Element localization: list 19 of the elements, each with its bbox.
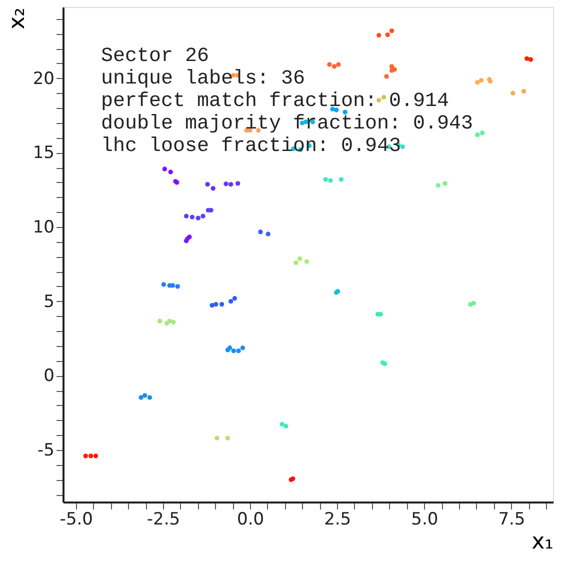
x-tick-label: 0.0 — [236, 510, 264, 530]
y-axis-title: x₂ — [4, 8, 30, 30]
annotation: lhc loose fraction: 0.943 — [101, 135, 402, 158]
annotation: double majority fraction: 0.943 — [101, 112, 474, 136]
x-tick-label: 5.0 — [411, 510, 438, 530]
y-tick-label: 0 — [44, 366, 54, 386]
annotation: Sector 26 — [101, 45, 210, 68]
y-tick-label: 10 — [32, 218, 54, 238]
annotation: perfect match fraction: 0.914 — [101, 90, 450, 113]
x-axis-title: x₁ — [532, 530, 554, 554]
x-tick-label: -5.0 — [60, 510, 93, 530]
x-tick-label: 2.5 — [324, 510, 352, 530]
annotation: unique labels: 36 — [101, 68, 306, 90]
y-tick-label: 5 — [44, 292, 54, 312]
x-tick-label: -2.5 — [146, 510, 180, 530]
y-tick-label: 15 — [32, 143, 54, 164]
x-tick-label: 7.5 — [498, 510, 526, 530]
y-tick-label: 20 — [32, 68, 54, 89]
y-tick-label: -5 — [38, 440, 54, 460]
